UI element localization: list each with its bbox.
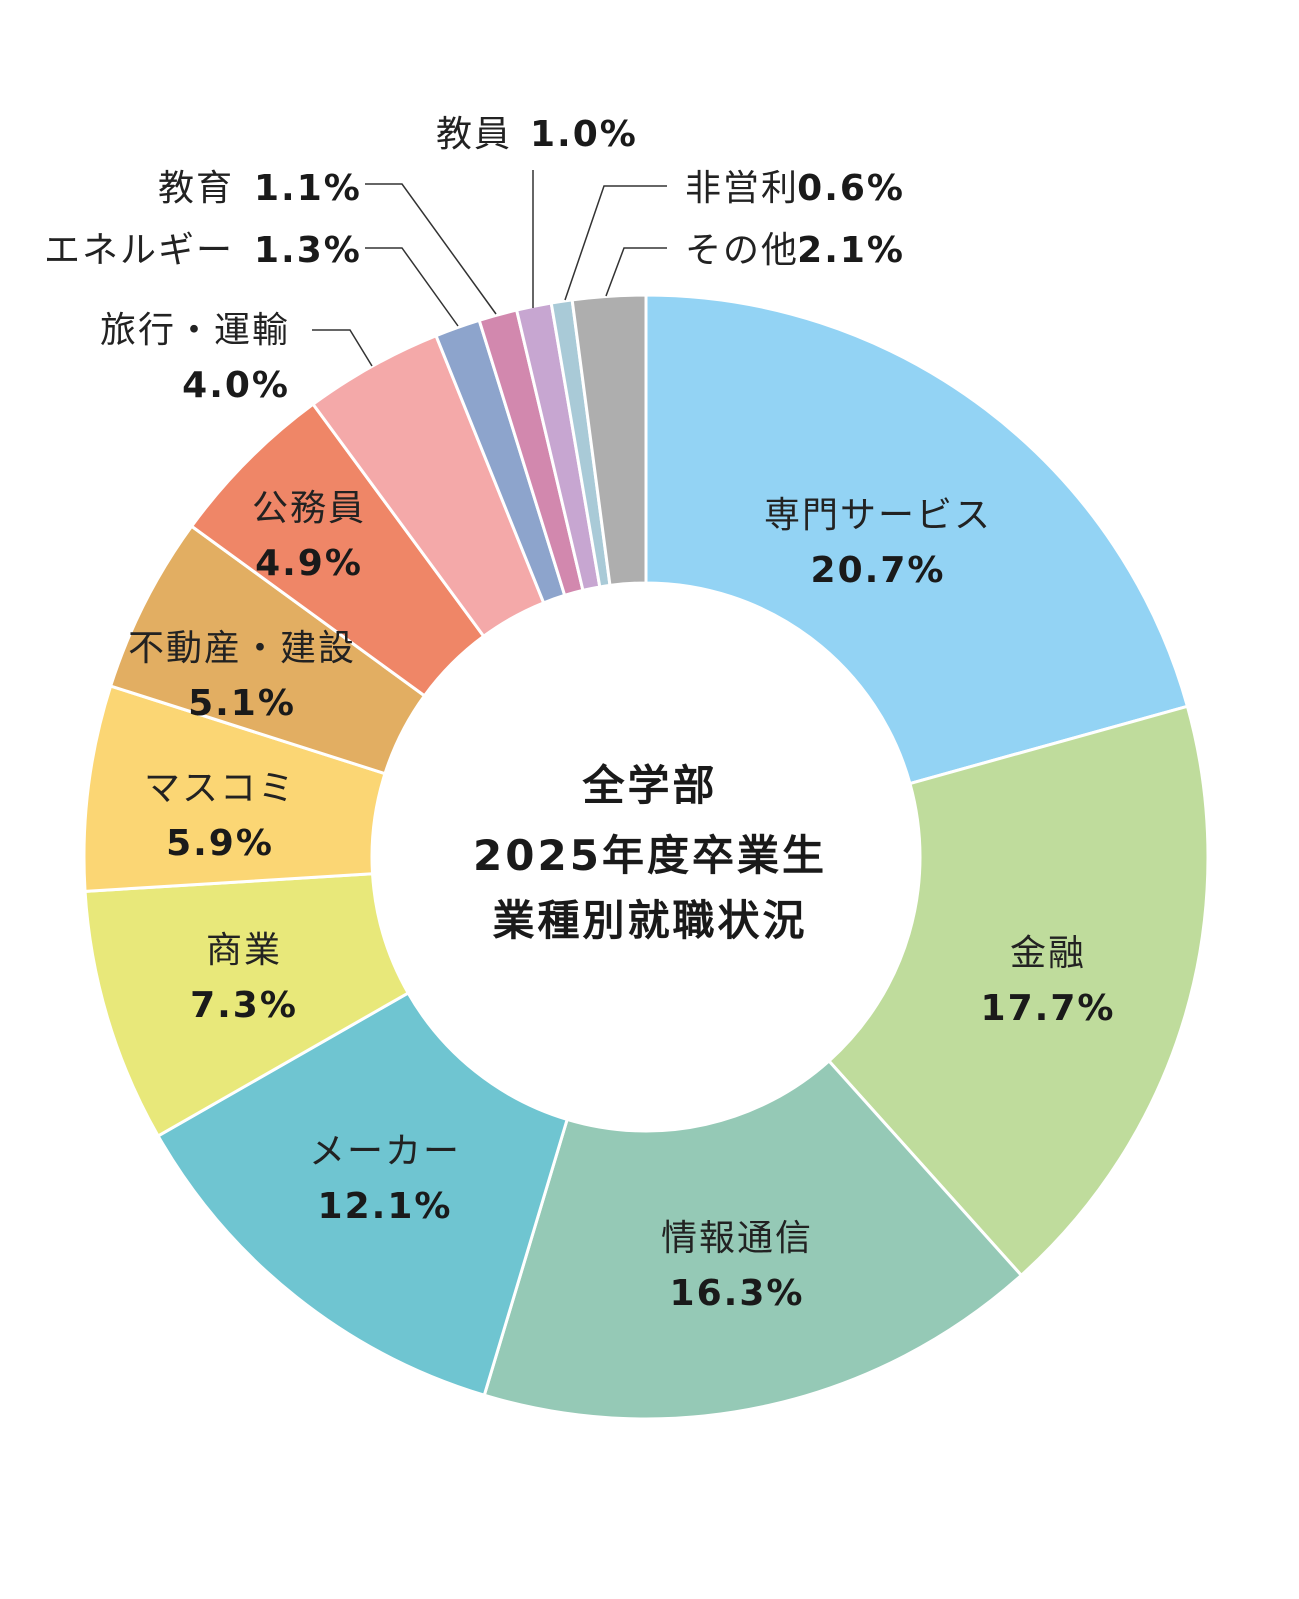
- segment-value-label-5: 7.3%: [190, 985, 298, 1026]
- segment-name-label-13: 非営利: [685, 168, 799, 209]
- segment-name-label-5: 商業: [206, 930, 282, 971]
- leader-line-14: [605, 247, 667, 297]
- segment-value-label-9: 4.0%: [182, 365, 290, 406]
- segment-name-label-14: その他: [685, 230, 799, 271]
- segment-value-label-7: 5.1%: [188, 683, 296, 724]
- leader-lines: [312, 170, 667, 367]
- leader-line-13: [564, 185, 667, 301]
- center-title-line-1: 全学部: [581, 761, 717, 810]
- segment-labels: 専門サービス 20.7% 金融 17.7% 情報通信 16.3% メーカー 12.1% 商業 7.…: [44, 114, 1116, 1314]
- leader-line-10: [365, 247, 459, 327]
- segment-name-label-8: 公務員: [252, 488, 366, 529]
- donut-segment-3: [482, 1058, 1024, 1421]
- segment-name-label-7: 不動産・建設: [128, 628, 356, 669]
- donut-segment-4: [156, 990, 570, 1398]
- segment-value-label-6: 5.9%: [166, 823, 274, 864]
- segment-value-label-8: 4.9%: [255, 543, 363, 584]
- center-title-line-3: 業種別就職状況: [492, 896, 807, 945]
- segment-name-label-10: エネルギー: [44, 230, 234, 271]
- segment-value-label-12: 1.0%: [530, 114, 638, 155]
- center-title: 全学部 2025年度卒業生 業種別就職状況: [473, 761, 827, 945]
- segment-name-label-3: 情報通信: [661, 1218, 813, 1259]
- segment-value-label-3: 16.3%: [670, 1273, 805, 1314]
- segment-name-label-11: 教育: [158, 168, 234, 209]
- donut-segments: [82, 293, 1210, 1421]
- segment-name-label-2: 金融: [1010, 933, 1086, 974]
- segment-name-label-4: メーカー: [309, 1131, 461, 1172]
- segment-value-label-11: 1.1%: [254, 168, 362, 209]
- segment-value-label-13: 0.6%: [797, 168, 905, 209]
- donut-segment-14: [570, 293, 648, 588]
- segment-name-label-1: 専門サービス: [764, 495, 992, 536]
- segment-name-label-9: 旅行・運輸: [100, 310, 290, 351]
- leader-line-11: [365, 183, 497, 315]
- segment-value-label-10: 1.3%: [254, 230, 362, 271]
- segment-name-label-12: 教員: [436, 114, 512, 155]
- leader-line-9: [312, 329, 373, 367]
- donut-segment-1: [644, 293, 1190, 786]
- segment-value-label-2: 17.7%: [981, 988, 1116, 1029]
- segment-value-label-4: 12.1%: [318, 1186, 453, 1227]
- segment-value-label-14: 2.1%: [797, 230, 905, 271]
- segment-name-label-6: マスコミ: [144, 768, 296, 809]
- center-title-line-2: 2025年度卒業生: [473, 831, 827, 880]
- donut-segment-2: [826, 704, 1210, 1278]
- segment-value-label-1: 20.7%: [811, 550, 946, 591]
